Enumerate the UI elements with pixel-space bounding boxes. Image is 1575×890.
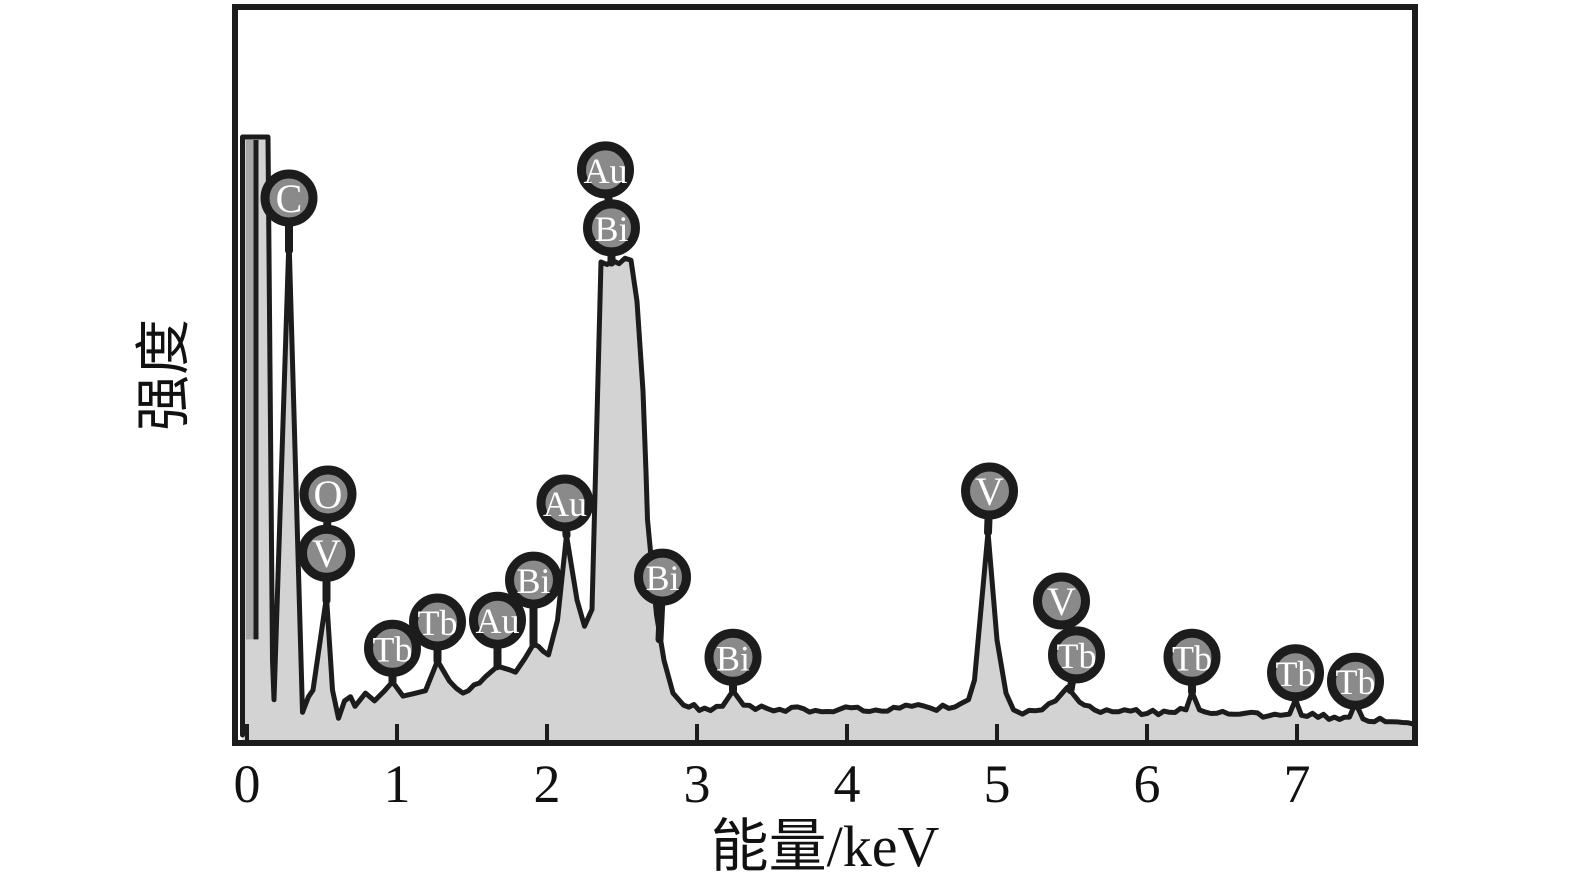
peak-badge: Tb: [1048, 626, 1105, 684]
x-axis-tick-label: 0: [234, 754, 261, 814]
x-axis-ticks: [245, 724, 1299, 741]
peak-badge: V: [298, 524, 355, 582]
peak-badge-circle: [704, 628, 762, 686]
peak-badge-label: V: [312, 531, 341, 576]
peak-badge: Tb: [364, 619, 421, 677]
peak-badge: Tb: [1163, 628, 1221, 686]
peak-badge-circle: [260, 169, 318, 227]
peak-badge: Au: [469, 591, 526, 649]
zero-bar-shade: [245, 140, 254, 640]
peak-badge-label: Bi: [516, 561, 550, 601]
peak-badge: Bi: [634, 548, 691, 606]
peak-badge-label: Tb: [373, 629, 413, 669]
x-axis-tick-label: 1: [384, 754, 411, 814]
peak-badge-label: V: [975, 469, 1004, 514]
peak-badge-label: Bi: [716, 638, 750, 678]
peak-badge-circle: [1327, 652, 1384, 710]
y-axis-label: 强度: [134, 319, 196, 431]
peak-badge-circle: [634, 548, 691, 606]
x-axis-tick-label: 4: [834, 754, 861, 814]
peak-badge: V: [961, 462, 1018, 520]
peak-badge-label: Au: [476, 601, 520, 641]
zero-strobe-bar: [245, 139, 259, 640]
peak-badge: Tb: [1327, 652, 1384, 710]
spectrum-curve: [240, 134, 1417, 738]
plot-frame: [232, 4, 1418, 746]
peak-badge-circle: [1033, 572, 1090, 630]
peak-badge: O: [299, 465, 357, 523]
peak-badge: Bi: [505, 551, 562, 609]
peak-badge-label: Tb: [1172, 638, 1212, 678]
x-axis-tick-labels: 0 1 2 3 4 5 6 7: [234, 754, 1311, 814]
x-axis-tick-label: 6: [1134, 754, 1161, 814]
peak-badge-label: Bi: [645, 558, 679, 598]
peak-badge-circle: [505, 551, 562, 609]
peak-badge-circle: [577, 141, 634, 199]
peak-badge-circle: [1163, 628, 1221, 686]
peak-badge-label: Tb: [418, 603, 458, 643]
peak-badge: Au: [536, 474, 594, 532]
peak-badge: Bi: [583, 199, 640, 257]
peak-badge: V: [1033, 572, 1090, 630]
peak-badge-label: Au: [543, 484, 587, 524]
peak-badge-label: Tb: [1336, 662, 1376, 702]
peak-badge-label: Au: [584, 151, 628, 191]
peak-badge-circle: [299, 465, 357, 523]
peak-badge-label: C: [276, 176, 303, 221]
peak-badge-label: Bi: [594, 209, 628, 249]
peak-badge-circle: [469, 591, 526, 649]
peak-badge-label: V: [1047, 579, 1076, 624]
x-axis-tick-label: 5: [984, 754, 1011, 814]
peak-badge-circle: [1267, 644, 1324, 702]
peak-badge-circle: [536, 474, 594, 532]
peak-badge-circle: [409, 593, 466, 651]
peak-badge: Tb: [409, 593, 466, 651]
peak-badge-circle: [583, 199, 640, 257]
x-axis-tick-label: 3: [684, 754, 711, 814]
peak-badge: C: [260, 169, 318, 227]
peak-badge-circle: [1048, 626, 1105, 684]
peak-badge: Tb: [1267, 644, 1324, 702]
peak-badge: Au: [577, 141, 634, 199]
peak-badge-label: Tb: [1276, 654, 1316, 694]
peak-badge-label: Tb: [1057, 636, 1097, 676]
x-axis-label: 能量/keV: [711, 814, 940, 879]
peak-badge-label: O: [314, 472, 343, 517]
peak-badge-circle: [961, 462, 1018, 520]
peak-badge: Bi: [704, 628, 762, 686]
peak-badge-circle: [298, 524, 355, 582]
x-axis-tick-label: 2: [534, 754, 561, 814]
x-axis-tick-label: 7: [1284, 754, 1311, 814]
peak-badge-circle: [364, 619, 421, 677]
